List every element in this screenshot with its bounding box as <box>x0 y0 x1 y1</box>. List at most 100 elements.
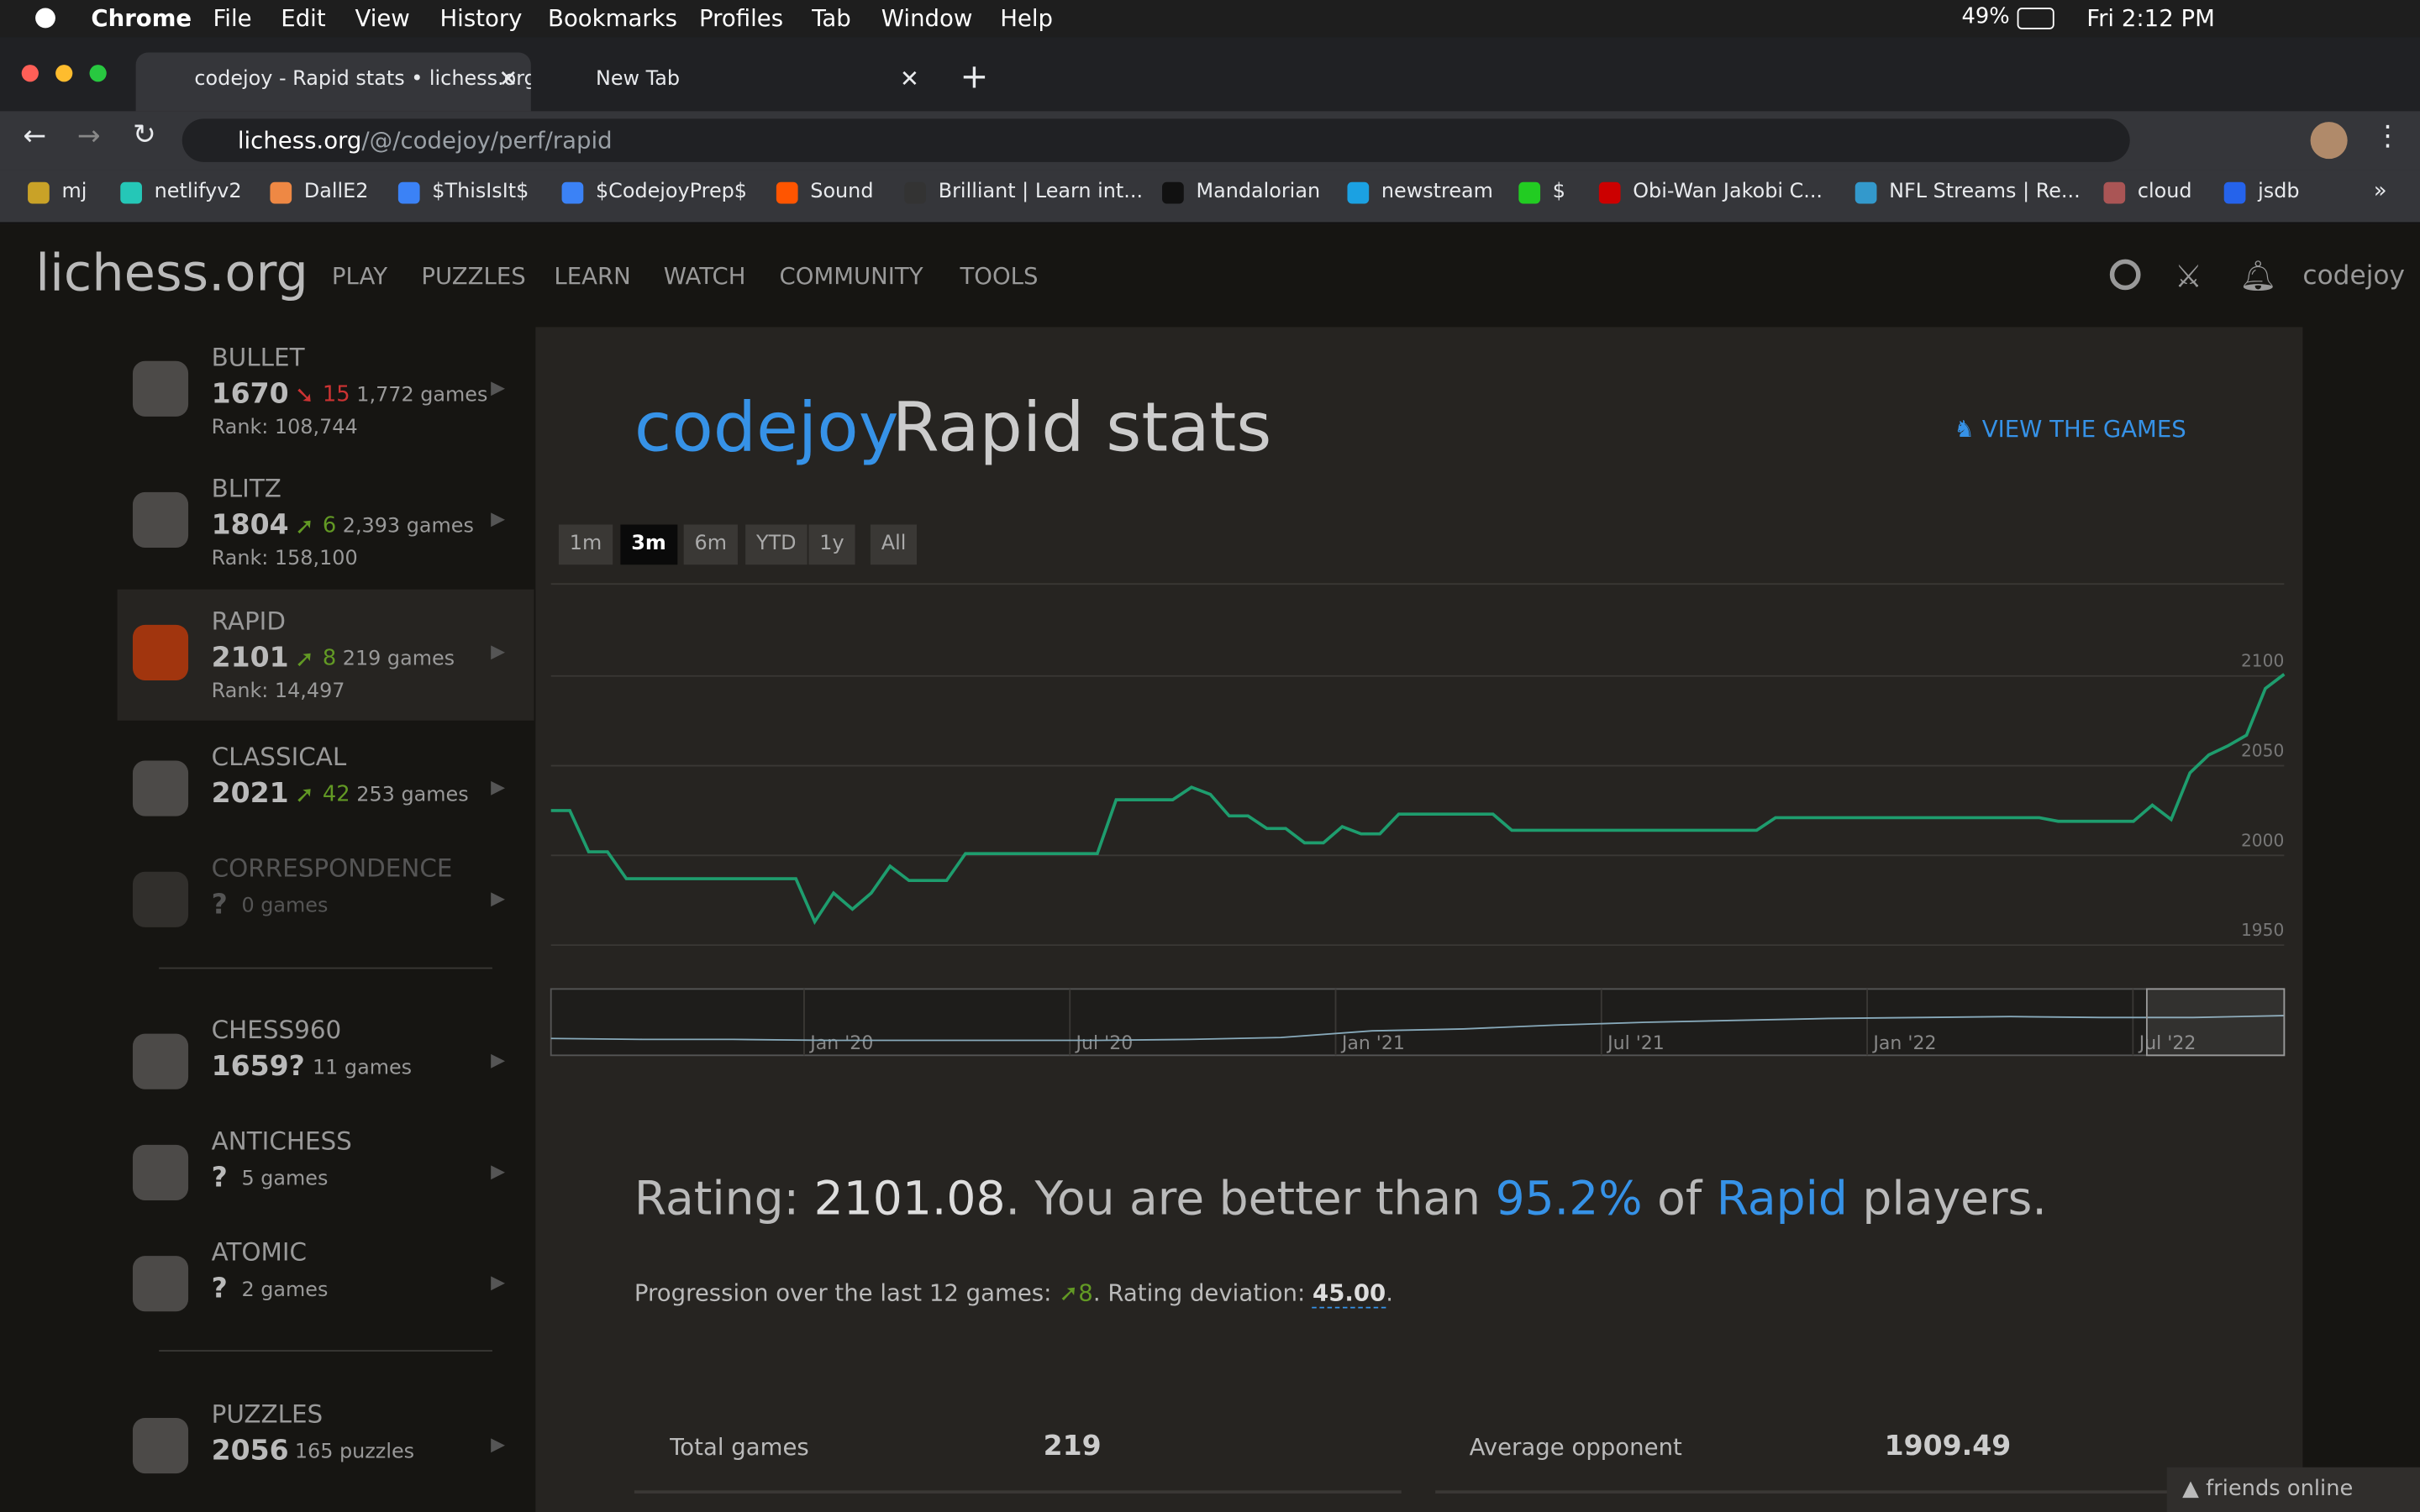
menu-item[interactable]: Tab <box>812 5 851 33</box>
perf-arrow[interactable]: ▶ <box>491 887 505 909</box>
perf-name[interactable]: CHESS960 <box>212 1016 342 1045</box>
menu-item[interactable]: Profiles <box>699 5 783 33</box>
bookmark[interactable]: DallE2 <box>304 181 369 204</box>
perf-arrow[interactable]: ▶ <box>491 376 505 398</box>
perf-games: 2 games <box>241 1279 328 1303</box>
bookmark-icon <box>398 182 420 204</box>
perf-icon <box>133 1034 188 1089</box>
perf-arrow[interactable]: ▶ <box>491 1049 505 1071</box>
menu-item[interactable]: View <box>355 5 409 33</box>
perf-name[interactable]: ATOMIC <box>212 1237 307 1267</box>
range-button[interactable]: YTD <box>745 524 807 564</box>
bookmark[interactable]: Brilliant | Learn int... <box>939 181 1143 204</box>
navigator-label: Jul '21 <box>1606 1033 1665 1054</box>
perf-icon <box>133 872 188 927</box>
bookmark[interactable]: Obi-Wan Jakobi C... <box>1633 181 1823 204</box>
perf-icon <box>133 1145 188 1200</box>
text: . Rating deviation: <box>1093 1279 1313 1307</box>
bookmark-icon <box>2103 182 2125 204</box>
progression: Progression over the last 12 games: ➚8. … <box>634 1279 1393 1307</box>
bookmark[interactable]: $ThisIsIt$ <box>432 181 529 204</box>
bookmark[interactable]: newstream <box>1381 181 1493 204</box>
bookmark[interactable]: $ <box>1553 181 1565 204</box>
bookmark[interactable]: mj <box>61 181 87 204</box>
row-line <box>634 1490 1402 1494</box>
perf-rank: Rank: 14,497 <box>212 680 345 704</box>
perf-name[interactable]: BULLET <box>212 343 305 372</box>
bookmark[interactable]: Mandalorian <box>1196 181 1320 204</box>
friends-online[interactable]: ▲ friends online <box>2167 1467 2420 1512</box>
range-button[interactable]: 3m <box>620 524 676 564</box>
bookmark[interactable]: NFL Streams | Re... <box>1889 181 2081 204</box>
perf-arrow[interactable]: ▶ <box>491 776 505 798</box>
navigator-label: Jan '21 <box>1340 1033 1405 1054</box>
perf-arrow[interactable]: ▶ <box>491 1160 505 1182</box>
stat-label: Average opponent <box>1470 1433 1682 1461</box>
bookmark-icon <box>270 182 292 204</box>
perf-rating: ? <box>212 1273 228 1305</box>
perf-games: 253 games <box>356 784 468 807</box>
nav-link[interactable]: WATCH <box>664 262 746 290</box>
perf-name[interactable]: PUZZLES <box>212 1399 324 1429</box>
deviation: 45.00 <box>1313 1279 1386 1309</box>
perf-link[interactable]: Rapid <box>1717 1173 1848 1226</box>
menu-item[interactable]: Window <box>881 5 973 33</box>
menu-item[interactable]: History <box>439 5 522 33</box>
perf-icon <box>133 1418 188 1473</box>
text: Rating: <box>634 1173 814 1226</box>
navigator-window <box>2147 989 2284 1055</box>
perf-delta: 8 <box>323 647 336 671</box>
bookmark[interactable]: netlifyv2 <box>155 181 242 204</box>
text: Progression over the last 12 games: <box>634 1279 1059 1307</box>
perf-arrow[interactable]: ▶ <box>491 507 505 529</box>
nav-link[interactable]: COMMUNITY <box>780 262 923 290</box>
range-button[interactable]: 1y <box>808 524 855 564</box>
range-button[interactable]: 6m <box>684 524 738 564</box>
bookmark[interactable]: jsdb <box>2258 181 2299 204</box>
perf-rating: ? <box>212 1162 228 1194</box>
menu-item[interactable]: Help <box>1000 5 1053 33</box>
range-button[interactable]: All <box>871 524 917 564</box>
bookmark-icon <box>2224 182 2246 204</box>
perf-name[interactable]: CLASSICAL <box>212 742 347 771</box>
perf-games: 5 games <box>241 1168 328 1191</box>
menu-item[interactable]: File <box>213 5 251 33</box>
bookmark[interactable]: Sound <box>810 181 873 204</box>
perf-name[interactable]: BLITZ <box>212 474 281 503</box>
row-line <box>1435 1490 2202 1494</box>
rating-summary: Rating: 2101.08. You are better than 95.… <box>634 1173 2047 1226</box>
range-button[interactable]: 1m <box>559 524 613 564</box>
menu-item[interactable]: Edit <box>281 5 325 33</box>
perf-rank: Rank: 108,744 <box>212 417 358 440</box>
bookmark-icon <box>904 182 926 204</box>
nav-link[interactable]: PLAY <box>332 262 387 290</box>
perf-name[interactable]: ANTICHESS <box>212 1126 352 1156</box>
y-tick-label: 2000 <box>2241 830 2284 850</box>
nav-link[interactable]: TOOLS <box>960 262 1038 290</box>
nav-link[interactable]: LEARN <box>554 262 630 290</box>
bookmark[interactable]: cloud <box>2138 181 2192 204</box>
perf-arrow[interactable]: ▶ <box>491 640 505 662</box>
perf-arrow[interactable]: ▶ <box>491 1433 505 1455</box>
y-tick-label: 1950 <box>2241 920 2284 940</box>
navigator-label: Jul '20 <box>1075 1033 1134 1054</box>
trend-arrow: ➚ <box>295 512 314 540</box>
menu-item[interactable]: Bookmarks <box>548 5 677 33</box>
perf-name[interactable]: CORRESPONDENCE <box>212 853 453 883</box>
bookmark[interactable]: $CodejoyPrep$ <box>596 181 747 204</box>
rating: 2101.08 <box>814 1173 1006 1226</box>
perf-delta: 15 <box>323 383 350 407</box>
perf-delta: 6 <box>323 514 336 538</box>
bookmark-icon <box>562 182 584 204</box>
trend-arrow: ➚ <box>295 645 314 673</box>
text: of <box>1643 1173 1717 1226</box>
progress: 8 <box>1078 1279 1093 1307</box>
perf-name[interactable]: RAPID <box>212 606 286 636</box>
perf-arrow[interactable]: ▶ <box>491 1271 505 1293</box>
perf-rating: ? <box>212 889 228 921</box>
rating-line <box>551 675 2285 922</box>
nav-link[interactable]: PUZZLES <box>421 262 525 290</box>
perf-icon <box>133 1256 188 1311</box>
perf-rating: 1804 <box>212 509 289 542</box>
